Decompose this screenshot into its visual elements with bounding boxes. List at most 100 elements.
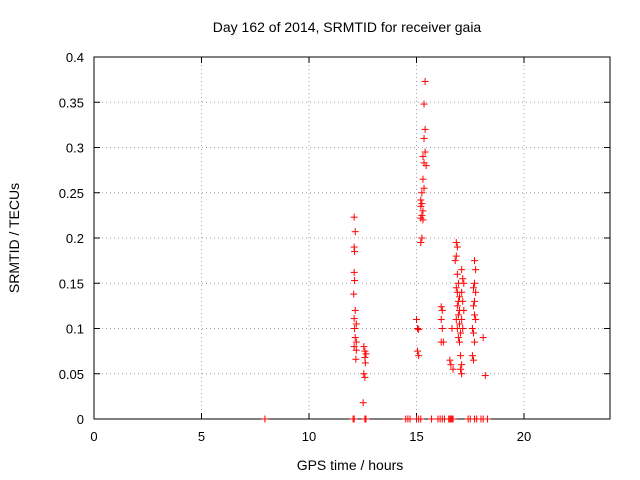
data-point	[453, 302, 461, 310]
y-tick-label: 0.15	[59, 276, 84, 291]
data-point	[351, 325, 359, 332]
data-point	[413, 315, 420, 323]
x-tick-label: 0	[90, 429, 97, 444]
data-point	[471, 338, 479, 346]
data-point	[352, 355, 360, 363]
x-tick-label: 10	[302, 429, 316, 444]
data-point	[362, 350, 370, 358]
x-tick-label: 15	[409, 429, 423, 444]
data-point	[453, 243, 461, 251]
data-point	[468, 352, 476, 360]
data-point	[458, 266, 466, 274]
data-point	[415, 352, 423, 360]
y-axis-label: SRMTID / TECUs	[6, 183, 22, 293]
y-tick-label: 0.3	[66, 141, 84, 156]
grid-lines	[94, 57, 610, 419]
data-point	[418, 189, 426, 197]
data-point	[451, 257, 459, 265]
data-point	[459, 275, 467, 283]
data-point	[472, 315, 480, 323]
data-point	[458, 361, 466, 369]
data-point	[452, 284, 460, 292]
data-point	[453, 270, 461, 278]
data-point	[438, 325, 446, 332]
data-point	[352, 320, 360, 328]
data-point	[469, 302, 477, 310]
data-point	[361, 373, 369, 381]
data-point	[406, 415, 414, 423]
data-point	[459, 325, 467, 332]
data-point	[421, 125, 429, 133]
y-tick-label: 0	[77, 412, 84, 427]
y-tick-label: 0.1	[66, 322, 84, 337]
data-point	[472, 288, 480, 296]
data-point	[352, 338, 360, 346]
data-point	[471, 297, 479, 305]
y-tick-label: 0.35	[59, 95, 84, 110]
data-point	[439, 338, 447, 346]
data-point	[417, 239, 425, 247]
data-point	[420, 100, 428, 108]
data-point	[420, 184, 428, 192]
data-point	[469, 284, 477, 292]
data-point	[419, 207, 427, 215]
data-point	[472, 266, 480, 274]
data-point	[456, 293, 463, 301]
data-point	[483, 415, 491, 423]
data-point	[417, 415, 425, 423]
data-point	[360, 370, 368, 378]
data-point	[351, 248, 359, 256]
data-point	[456, 320, 463, 328]
data-points	[261, 77, 491, 423]
data-point	[352, 346, 360, 354]
y-tick-label: 0.2	[66, 231, 84, 246]
data-point	[446, 356, 454, 364]
data-point	[419, 175, 427, 183]
x-tick-label: 20	[517, 429, 531, 444]
tick-labels: 0 5 10 15 20 0 0.05 0.1 0.15 0.2 0.25 0.3 0.35 0.4	[59, 50, 532, 444]
data-point	[454, 311, 462, 319]
y-tick-label: 0.05	[59, 367, 84, 382]
data-point	[459, 297, 467, 305]
data-point	[452, 239, 460, 247]
data-point	[359, 399, 367, 407]
data-point	[350, 268, 358, 276]
data-point	[421, 148, 429, 156]
x-axis-label: GPS time / hours	[297, 457, 404, 473]
data-point	[422, 162, 430, 170]
chart-title: Day 162 of 2014, SRMTID for receiver gai…	[213, 19, 482, 35]
data-point	[414, 325, 422, 332]
data-point	[437, 315, 445, 323]
data-point	[471, 311, 479, 319]
data-point	[421, 77, 429, 85]
data-point	[458, 370, 466, 378]
data-point	[481, 372, 489, 380]
data-point	[460, 279, 468, 287]
data-point	[362, 415, 370, 423]
x-tick-label: 5	[198, 429, 205, 444]
data-point	[350, 290, 358, 298]
data-point	[460, 306, 468, 314]
data-point	[457, 365, 465, 373]
data-point	[419, 216, 427, 224]
data-point	[417, 202, 425, 210]
data-point	[350, 343, 358, 351]
y-tick-label: 0.4	[66, 50, 84, 65]
data-point	[418, 234, 426, 242]
data-point	[449, 365, 457, 373]
data-point	[471, 257, 479, 265]
data-point	[471, 279, 479, 287]
data-point	[415, 325, 423, 333]
plot-frame	[93, 56, 611, 420]
data-point	[456, 338, 463, 346]
data-point	[351, 277, 359, 285]
data-point	[438, 306, 446, 314]
data-point	[360, 343, 368, 351]
axis-ticks	[93, 56, 610, 420]
data-point	[420, 134, 428, 142]
data-point	[468, 325, 476, 332]
data-point	[351, 228, 359, 236]
data-point	[417, 196, 425, 204]
data-point	[457, 352, 465, 360]
